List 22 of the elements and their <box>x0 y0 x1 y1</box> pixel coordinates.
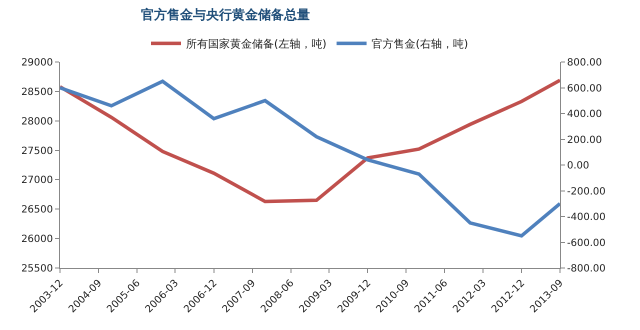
y-tick-label: 29000 <box>21 58 53 68</box>
y2-tick-label: 800.00 <box>567 58 602 68</box>
chart-title: 官方售金与央行黄金储备总量 <box>140 7 310 23</box>
y2-tick-label: -400.00 <box>567 212 606 223</box>
y-tick-label: 27500 <box>21 146 53 157</box>
y2-tick-label: 600.00 <box>567 83 602 94</box>
line-series <box>60 78 560 204</box>
legend-label: 官方售金(右轴，吨) <box>372 38 468 51</box>
y-tick-label: 26000 <box>21 234 53 246</box>
y2-tick-label: 0.00 <box>567 160 590 172</box>
y2-tick-label: -200.00 <box>567 186 606 198</box>
y2-tick-label: 400.00 <box>567 109 602 120</box>
y-tick-label: 26500 <box>21 204 53 216</box>
y-tick-label: 28000 <box>21 116 53 128</box>
y-tick-label: 25500 <box>21 264 53 274</box>
line-series <box>60 80 560 238</box>
legend-label: 所有国家黄金储备(左轴，吨) <box>186 38 327 51</box>
y-tick-label: 28500 <box>21 86 53 98</box>
y-tick-label: 27000 <box>21 175 53 186</box>
y2-tick-label: -600.00 <box>567 238 606 249</box>
y2-tick-label: -800.00 <box>567 264 606 274</box>
y2-tick-label: 200.00 <box>567 134 602 146</box>
